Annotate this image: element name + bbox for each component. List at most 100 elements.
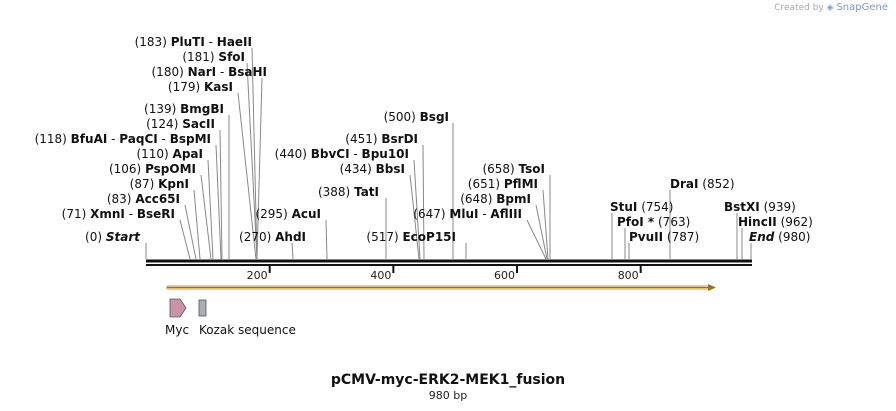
enzyme-name: BpmI bbox=[496, 192, 531, 206]
site-position: (83) bbox=[107, 192, 135, 206]
site-label[interactable]: (181) SfoI bbox=[182, 50, 245, 64]
site-label[interactable]: (110) ApaI bbox=[136, 147, 203, 161]
enzyme-name: PspOMI bbox=[145, 162, 196, 176]
ruler-ticks: 200 400 600 800 bbox=[247, 266, 642, 282]
enzyme-name: BsrDI bbox=[381, 132, 418, 146]
enzyme-name: AcuI bbox=[292, 207, 321, 221]
site-label[interactable]: HincII (962) bbox=[738, 215, 813, 229]
site-label[interactable]: PfoI * (763) bbox=[617, 215, 690, 229]
enzyme-name: BsaHI bbox=[228, 65, 267, 79]
enzyme-name: ApaI bbox=[173, 147, 203, 161]
site-position: (647) bbox=[413, 207, 449, 221]
enzyme-name: StuI bbox=[610, 200, 637, 214]
site-label[interactable]: (87) KpnI bbox=[130, 177, 189, 191]
site-position: (180) bbox=[152, 65, 188, 79]
enzyme-name: SacII bbox=[182, 117, 215, 131]
site-position: (787) bbox=[663, 230, 699, 244]
enzyme-name: PfoI * bbox=[617, 215, 655, 229]
site-position: (71) bbox=[62, 207, 90, 221]
site-label[interactable]: (295) AcuI bbox=[255, 207, 321, 221]
site-position: (962) bbox=[777, 215, 813, 229]
site-line bbox=[256, 77, 263, 260]
site-label[interactable]: (500) BsgI bbox=[384, 110, 449, 124]
site-position: (295) bbox=[255, 207, 291, 221]
site-position: (658) bbox=[482, 162, 518, 176]
site-label[interactable]: (179) KasI bbox=[168, 80, 233, 94]
orf-arrow[interactable] bbox=[166, 284, 716, 291]
site-line bbox=[535, 204, 548, 260]
site-label[interactable]: (517) EcoP15I bbox=[366, 230, 456, 244]
enzyme-name: TsoI bbox=[519, 162, 545, 176]
site-line bbox=[237, 92, 257, 260]
site-label[interactable]: DraI (852) bbox=[670, 177, 735, 191]
site-position: (754) bbox=[637, 200, 673, 214]
site-lines bbox=[145, 47, 752, 260]
ruler-tick-label: 600 bbox=[494, 269, 515, 282]
site-position: (87) bbox=[130, 177, 158, 191]
site-label[interactable]: (180) NarI - BsaHI bbox=[152, 65, 268, 79]
site-position: (939) bbox=[760, 200, 796, 214]
enzyme-name: Bpu10I bbox=[362, 147, 409, 161]
site-label[interactable]: (124) SacII bbox=[146, 117, 215, 131]
snapgene-logo-icon: ◈ bbox=[826, 3, 834, 13]
site-position: (648) bbox=[460, 192, 496, 206]
brand-name: SnapGene bbox=[836, 2, 888, 13]
site-label[interactable]: (139) BmgBI bbox=[144, 102, 224, 116]
map-length: 980 bp bbox=[428, 389, 468, 402]
site-label[interactable]: BstXI (939) bbox=[724, 200, 796, 214]
enzyme-name: BseRI bbox=[137, 207, 175, 221]
site-position: (270) bbox=[239, 230, 275, 244]
site-label[interactable]: (106) PspOMI bbox=[109, 162, 196, 176]
site-line bbox=[409, 174, 420, 260]
site-line bbox=[325, 219, 328, 260]
myc-feature-arrow-icon[interactable] bbox=[169, 298, 187, 318]
end-label: End (980) bbox=[749, 230, 810, 244]
site-line bbox=[413, 159, 421, 260]
site-line bbox=[291, 242, 294, 260]
enzyme-name: PvuII bbox=[629, 230, 663, 244]
site-position: (763) bbox=[654, 215, 690, 229]
site-label[interactable]: StuI (754) bbox=[610, 200, 673, 214]
enzyme-name: KasI bbox=[204, 80, 233, 94]
site-label[interactable]: (648) BpmI bbox=[460, 192, 531, 206]
site-line bbox=[179, 219, 191, 260]
site-position: (434) bbox=[340, 162, 376, 176]
site-labels: (183) PluTI - HaeII(181) SfoI(180) NarI … bbox=[35, 35, 813, 244]
site-position: (118) bbox=[35, 132, 71, 146]
site-position: (651) bbox=[468, 177, 504, 191]
enzyme-name: Acc65I bbox=[135, 192, 180, 206]
site-position: (181) bbox=[182, 50, 218, 64]
site-position: (440) bbox=[275, 147, 311, 161]
site-label[interactable]: (434) BbsI bbox=[340, 162, 405, 176]
site-label[interactable]: (647) MluI - AflIII bbox=[413, 207, 522, 221]
enzyme-name: AhdI bbox=[275, 230, 306, 244]
kozak-feature-box[interactable] bbox=[198, 299, 207, 317]
site-position: (179) bbox=[168, 80, 204, 94]
brand-prefix: Created by bbox=[774, 3, 824, 13]
site-label[interactable]: (651) PflMI bbox=[468, 177, 538, 191]
site-line bbox=[215, 144, 222, 260]
site-label[interactable]: PvuII (787) bbox=[629, 230, 699, 244]
site-line bbox=[422, 144, 425, 260]
enzyme-name: BbsI bbox=[376, 162, 405, 176]
start-label: (0) Start bbox=[85, 230, 141, 244]
site-label[interactable]: (83) Acc65I bbox=[107, 192, 180, 206]
site-position: (388) bbox=[318, 185, 354, 199]
site-position: (517) bbox=[366, 230, 402, 244]
site-label[interactable]: (183) PluTI - HaeII bbox=[135, 35, 252, 49]
feature-legend: Myc Kozak sequence bbox=[165, 298, 296, 337]
site-line bbox=[246, 62, 258, 260]
site-line bbox=[542, 189, 549, 260]
site-position: (451) bbox=[345, 132, 381, 146]
site-label[interactable]: (270) AhdI bbox=[239, 230, 306, 244]
site-line bbox=[219, 129, 223, 260]
site-label[interactable]: (440) BbvCI - Bpu10I bbox=[275, 147, 409, 161]
site-label[interactable]: (388) TatI bbox=[318, 185, 379, 199]
site-label[interactable]: (71) XmnI - BseRI bbox=[62, 207, 175, 221]
site-label[interactable]: (118) BfuAI - PaqCI - BspMI bbox=[35, 132, 211, 146]
enzyme-name: AflIII bbox=[490, 207, 522, 221]
site-label[interactable]: (451) BsrDI bbox=[345, 132, 418, 146]
site-label[interactable]: (658) TsoI bbox=[482, 162, 545, 176]
enzyme-name: BspMI bbox=[170, 132, 211, 146]
site-position: (124) bbox=[146, 117, 182, 131]
